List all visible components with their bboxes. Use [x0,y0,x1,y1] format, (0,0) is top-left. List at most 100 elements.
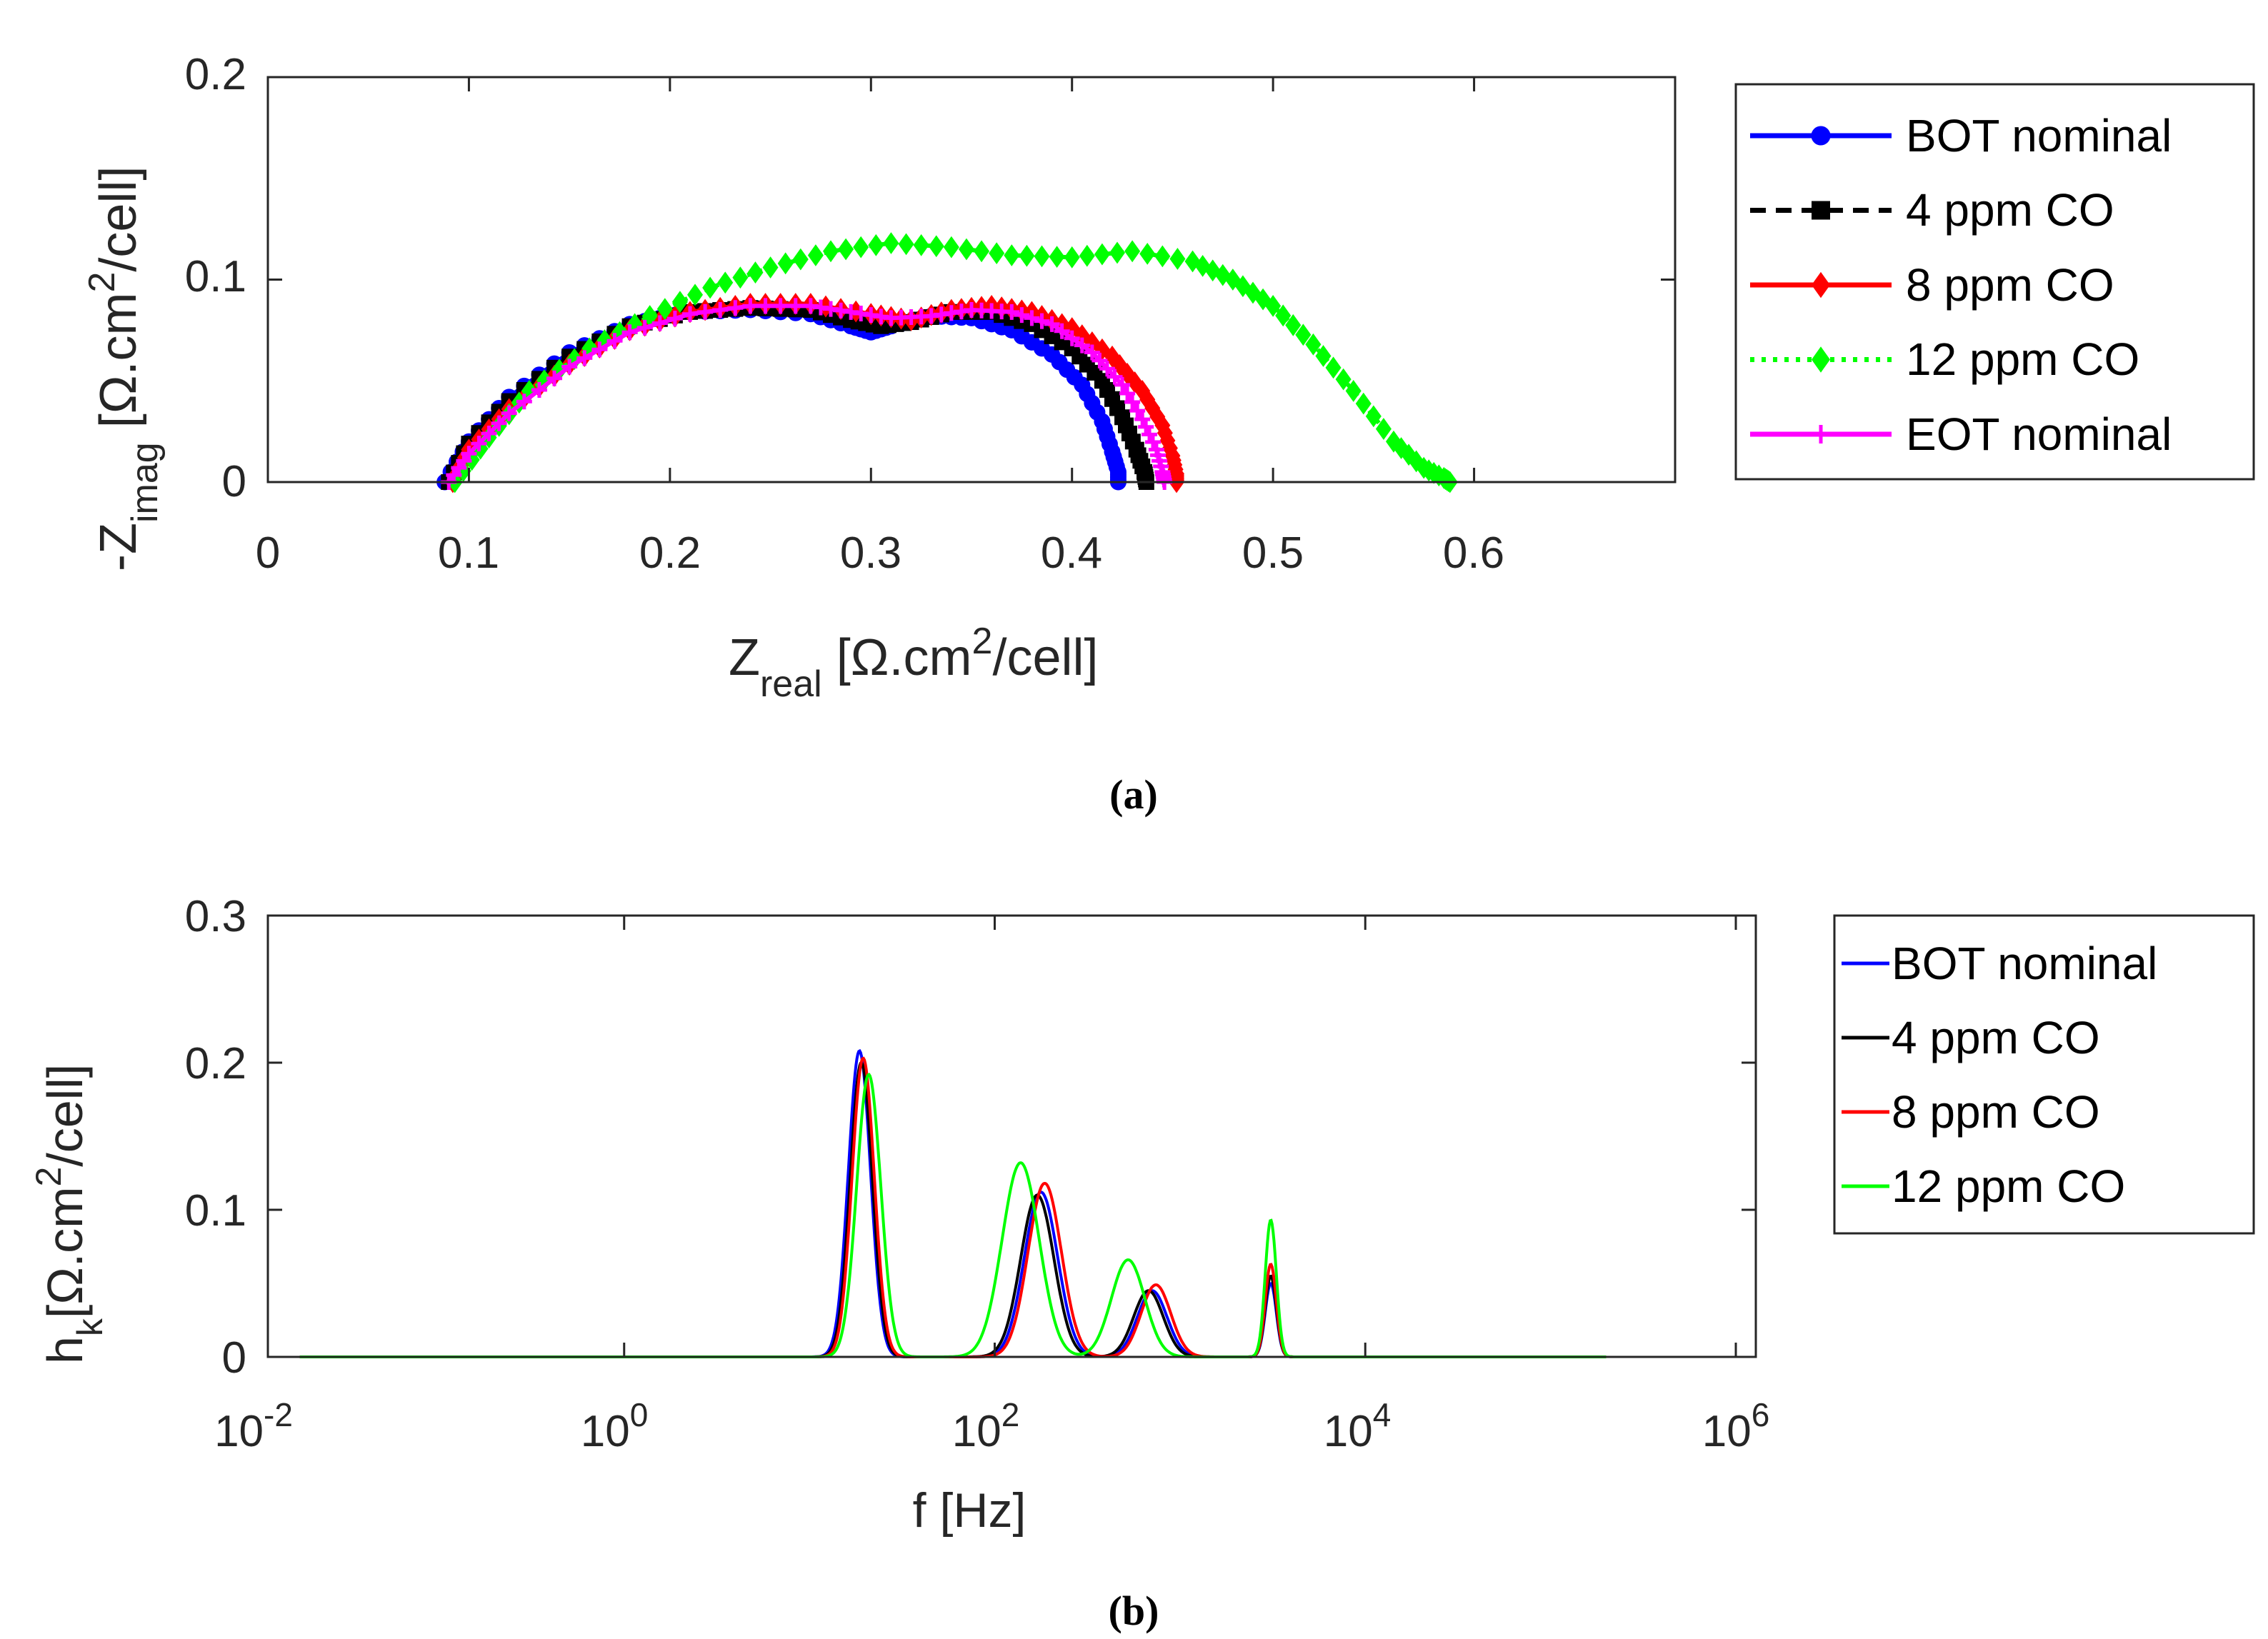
panel-a-legend-samples [1750,126,1892,443]
panel-a-xtick-label: 0.3 [840,528,901,578]
panel-a-data-marks [436,232,1458,493]
series-line-1 [299,1061,1607,1358]
data-point [591,341,608,358]
series-line-3 [299,1073,1607,1358]
data-point [1109,241,1126,264]
data-point [1345,380,1362,402]
legend-b-label: BOT nominal [1892,938,2157,989]
panel-b-ytick-label: 0 [222,1333,246,1383]
data-point [772,298,789,314]
data-point [1139,242,1156,265]
data-point [1285,314,1302,336]
panel-b-xlabel: f [Hz] [913,1483,1026,1538]
legend-b-label: 4 ppm CO [1892,1012,2100,1063]
data-point [516,394,532,410]
panel-a: 0.2 0.1 0 0 0.1 0.2 0.3 0.4 0.5 0.6 Zrea… [81,50,2255,818]
data-point [1091,352,1108,369]
data-point [762,256,779,279]
data-point [1019,244,1035,267]
data-point [491,415,507,431]
data-point [1064,330,1080,346]
panel-a-legend: BOT nominal 4 ppm CO 8 ppm CO 12 ppm CO … [1734,83,2255,481]
data-point [1044,316,1060,332]
data-point [807,244,824,266]
panel-a-ytick-label: 0 [222,457,246,506]
data-point [958,238,974,261]
data-point [1094,338,1110,361]
data-point [481,425,497,441]
panel-a-xtick-label: 0 [256,528,280,578]
panel-b-xtick-label: 106 [1702,1396,1770,1456]
data-point [1074,337,1090,354]
legend-b-label: 12 ppm CO [1892,1161,2125,1212]
data-point [1004,304,1020,320]
data-point [1315,345,1332,367]
data-point [1204,259,1221,282]
data-point [1365,405,1382,428]
data-point [626,313,643,336]
data-point [712,302,729,319]
data-point [461,446,477,462]
data-point [501,405,517,421]
data-point [742,298,759,314]
data-point [1114,376,1131,393]
data-point [471,436,487,452]
data-point [1375,418,1392,440]
panel-b-xtick-label: 102 [952,1396,1020,1456]
panel-a-caption: (a) [1109,771,1158,818]
data-point [666,311,683,327]
data-point [1154,245,1171,268]
legend-a-label: 12 ppm CO [1906,334,2139,385]
data-point [1129,403,1146,419]
data-point [531,382,547,399]
legend-a-marker [1812,346,1830,373]
data-point [853,236,869,259]
data-point [1064,246,1080,269]
data-point [757,298,774,314]
data-point [1138,418,1154,435]
panel-a-ylabel: -Zimag [Ω.cm2/cell] [81,166,166,571]
panel-a-xtick-label: 0.6 [1443,528,1504,578]
panel-a-xtick-label: 0.5 [1242,528,1304,578]
data-point [943,236,959,259]
data-point [697,304,714,320]
legend-a-label: EOT nominal [1906,409,2172,460]
panel-b-ylabel: hk[Ω.cm2/cell] [29,1064,110,1364]
legend-a-label: 8 ppm CO [1906,259,2114,311]
legend-a-marker [1812,201,1830,220]
data-point [974,240,990,263]
data-point [823,240,839,263]
legend-a-label: 4 ppm CO [1906,184,2114,236]
data-point [546,370,563,386]
data-point [1335,368,1352,391]
panel-b-ytick-label: 0.2 [185,1039,246,1088]
data-point [1325,356,1342,379]
data-point [777,252,794,275]
data-point [1024,310,1040,326]
data-point [1124,394,1141,411]
data-point [1275,304,1292,327]
legend-a-label: BOT nominal [1906,110,2172,161]
panel-a-xlabel: Zreal [Ω.cm2/cell] [729,621,1098,705]
panel-a-xtick-label: 0.1 [438,528,499,578]
panel-b: 0.3 0.2 0.1 0 10-2 100 102 104 106 f [Hz… [29,892,2255,1634]
panel-a-xtick-label: 0.2 [639,528,701,578]
data-point [747,261,764,284]
data-point [656,298,673,321]
series-line-2 [299,1056,1607,1358]
data-point [989,242,1005,265]
panel-b-axes-box [266,914,1757,1358]
data-point [1014,307,1030,324]
series-line-3 [453,241,1452,484]
legend-b-label: 8 ppm CO [1892,1086,2100,1138]
data-point [1169,248,1186,270]
data-point [868,234,884,256]
panel-b-xtick-label: 104 [1324,1396,1392,1456]
data-point [1305,333,1322,356]
data-point [792,248,809,271]
data-point [1034,245,1050,268]
data-point [636,319,653,336]
data-point [1224,269,1241,291]
data-point [576,350,593,366]
data-point [732,266,749,289]
